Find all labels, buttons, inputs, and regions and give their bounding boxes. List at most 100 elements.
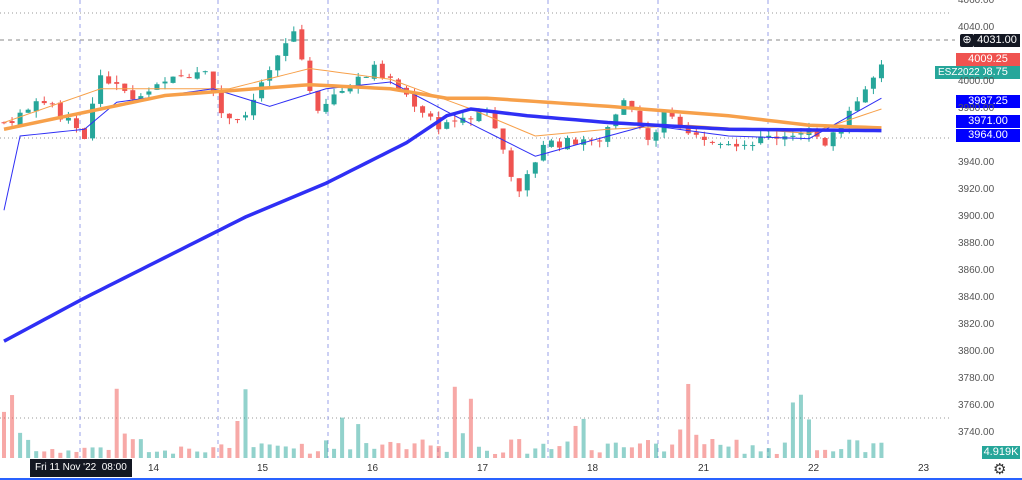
candle-body [669,111,675,117]
candle-body [363,76,369,78]
volume-bar [307,453,312,458]
volume-bar [629,447,634,458]
volume-bar [815,450,820,458]
volume-bar [557,446,562,458]
volume-bar [267,444,272,458]
volume-bar [251,447,256,458]
volume-bar [541,443,546,458]
candle-body [597,140,603,142]
candle-body [98,75,104,104]
candle-body [65,117,71,121]
candle-body [444,122,450,129]
volume-bar [138,439,143,458]
crosshair-time-label: Fri 11 Nov '22 08:00 [30,459,132,477]
volume-bar [388,441,393,458]
candle-body [878,64,884,79]
y-tick-label: 3860.00 [958,265,995,276]
volume-bar [283,446,288,458]
volume-bar [493,453,498,458]
candle-body [750,145,756,147]
candle-body [766,135,772,138]
volume-bar [356,424,361,458]
candle-body [138,96,144,100]
volume-bar [501,452,506,458]
volume-bar [823,449,828,458]
volume-bar [589,450,594,458]
candle-body [243,115,248,118]
candle-body [790,135,796,137]
volume-bar [364,443,369,458]
volume-bar [243,389,248,458]
y-tick-label: 3820.00 [958,319,995,330]
candle-body [532,162,538,174]
candle-body [186,77,192,79]
candle-body [734,143,740,147]
candle-body [178,75,184,77]
candle-body [758,136,764,144]
candle-body [556,141,562,148]
volume-bar [452,386,457,458]
candle-body [347,87,353,92]
x-tick-label: 23 [918,463,930,474]
candle-body [854,101,860,111]
candle-body [717,143,723,145]
volume-bar [678,429,683,458]
volume-bar [420,439,425,458]
ma2-label: 3971.00 [956,115,1020,128]
volume-bar [332,448,337,458]
candle-body [420,106,426,113]
candle-body [226,113,232,119]
volume-bar [324,440,328,458]
candle-body [524,174,530,191]
candle-body [468,118,474,120]
candle-body [323,103,329,112]
candle-body [870,77,876,89]
volume-bar [670,444,675,458]
volume-bar [227,447,232,458]
volume-bar [428,445,433,458]
candle-body [170,76,176,83]
volume-bar [565,441,570,458]
candle-body [339,90,345,93]
candle-body [661,111,667,133]
volume-bar [179,446,184,458]
volume-bar [855,440,860,458]
candle-body [637,110,643,127]
candle-body [218,91,224,114]
add-alert-icon[interactable]: ⊕ [960,34,974,47]
candle-body [565,137,570,150]
volume-label: 4.919K [982,446,1020,459]
volume-bar [597,452,602,458]
volume-bar [485,450,489,458]
crosshair-price-label: 4031.00 [974,34,1020,47]
settings-gear-icon[interactable]: ⚙ [993,461,1007,478]
candle-body [685,126,691,134]
volume-bar [26,439,31,458]
volume-bar [637,443,642,458]
volume-bar [662,451,667,458]
volume-bar [444,451,449,458]
candle-body [49,103,55,105]
x-tick-label: 22 [808,463,820,474]
candle-body [234,119,240,121]
y-tick-label: 3780.00 [958,373,995,384]
volume-bar [790,402,795,458]
volume-bar [348,449,353,458]
volume-bar [734,439,739,458]
candle-body [82,128,87,139]
candle-body [41,101,47,104]
candle-body [500,128,506,150]
candle-body [573,139,579,145]
volume-bar [211,447,216,458]
candle-body [299,29,305,60]
candle-body [516,178,522,192]
volume-bar [34,451,39,458]
y-tick-label: 4040.00 [958,22,995,33]
volume-bar [122,433,127,458]
candle-body [315,90,321,111]
bottom-border [0,478,1022,480]
candle-body [355,76,361,88]
candle-body [291,31,297,42]
